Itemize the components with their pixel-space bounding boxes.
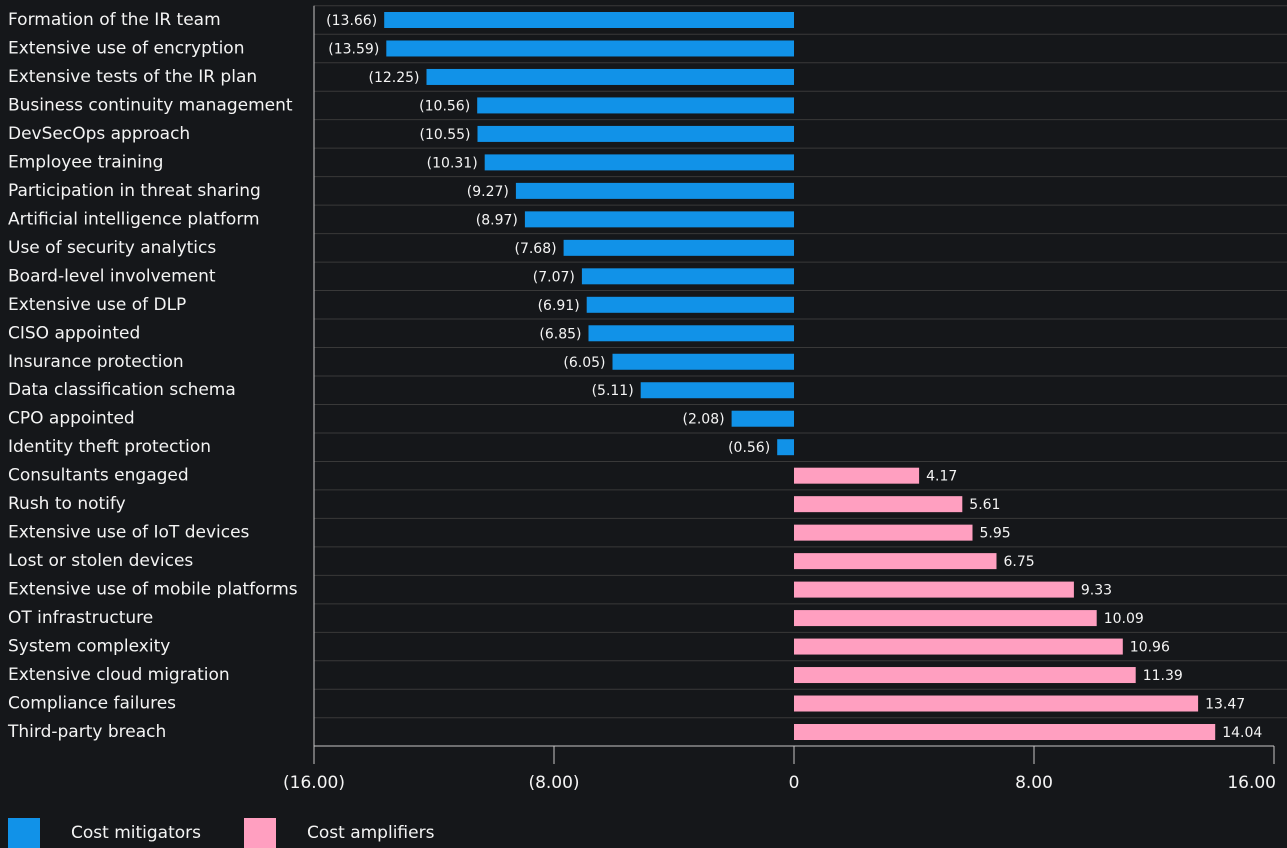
value-label: 10.96	[1130, 640, 1170, 656]
bar	[581, 268, 794, 285]
value-label: (10.55)	[419, 127, 470, 143]
value-label: (13.59)	[328, 41, 379, 57]
category-label: Insurance protection	[8, 352, 184, 372]
bar	[640, 382, 794, 399]
category-label: Extensive use of DLP	[8, 295, 186, 315]
bar	[426, 68, 794, 85]
bar	[524, 211, 794, 228]
bar	[386, 40, 794, 57]
value-label: 5.95	[980, 526, 1011, 542]
value-label: (7.68)	[514, 241, 556, 257]
bar	[586, 296, 794, 313]
category-label: Lost or stolen devices	[8, 551, 193, 571]
x-tick-label: 0	[789, 773, 800, 793]
bar	[515, 182, 794, 199]
bar	[563, 239, 794, 256]
value-label: 13.47	[1205, 697, 1245, 713]
legend-label: Cost mitigators	[71, 823, 201, 843]
x-tick-label: 16.00	[1227, 773, 1276, 793]
value-label: (6.91)	[538, 298, 580, 314]
bar	[794, 610, 1097, 627]
value-label: 14.04	[1222, 725, 1262, 741]
category-label: Board-level involvement	[8, 266, 216, 286]
value-label: 11.39	[1143, 668, 1183, 684]
legend-label: Cost amplifiers	[307, 823, 435, 843]
bar	[477, 97, 794, 114]
category-label: CPO appointed	[8, 409, 135, 429]
category-label: Extensive use of IoT devices	[8, 523, 250, 543]
bar	[777, 439, 794, 456]
x-tick-label: 8.00	[1015, 773, 1053, 793]
value-label: 6.75	[1004, 554, 1035, 570]
bar	[794, 724, 1216, 740]
category-label: Artificial intelligence platform	[8, 209, 260, 229]
value-label: (9.27)	[467, 184, 509, 200]
value-label: 9.33	[1081, 583, 1112, 599]
value-label: (7.07)	[533, 269, 575, 285]
value-label: 4.17	[926, 469, 957, 485]
category-label: Business continuity management	[8, 95, 293, 115]
category-label: Third-party breach	[7, 722, 166, 742]
category-label: Formation of the IR team	[8, 10, 221, 30]
bar	[794, 638, 1123, 655]
category-label: Identity theft protection	[8, 437, 211, 457]
bar	[794, 553, 997, 570]
value-label: (10.31)	[427, 155, 478, 171]
legend-swatch	[8, 818, 40, 848]
bar	[794, 581, 1074, 598]
bar	[794, 524, 973, 541]
category-label: System complexity	[8, 637, 170, 657]
x-tick-label: (8.00)	[528, 773, 579, 793]
x-tick-label: (16.00)	[283, 773, 345, 793]
value-label: (0.56)	[728, 440, 770, 456]
category-label: CISO appointed	[8, 323, 140, 343]
bar	[484, 154, 794, 171]
value-label: (13.66)	[326, 13, 377, 29]
category-label: Compliance failures	[8, 694, 176, 714]
value-label: (2.08)	[682, 412, 724, 428]
bar	[731, 410, 794, 427]
category-label: Use of security analytics	[8, 238, 216, 258]
value-label: (12.25)	[368, 70, 419, 86]
value-label: (5.11)	[592, 383, 634, 399]
bar	[477, 125, 794, 142]
category-label: OT infrastructure	[8, 608, 153, 628]
value-label: (6.05)	[563, 355, 605, 371]
bar	[794, 467, 920, 484]
bar	[612, 353, 794, 370]
category-label: Extensive use of mobile platforms	[8, 580, 298, 600]
bar	[794, 667, 1136, 684]
bar	[794, 695, 1199, 712]
value-label: (10.56)	[419, 98, 470, 114]
bar	[588, 325, 794, 342]
category-label: DevSecOps approach	[8, 124, 190, 144]
value-label: 10.09	[1104, 611, 1144, 627]
category-label: Consultants engaged	[8, 466, 189, 486]
category-label: Data classification schema	[8, 380, 236, 400]
category-label: Employee training	[8, 152, 163, 172]
category-label: Extensive use of encryption	[8, 38, 244, 58]
category-label: Rush to notify	[8, 494, 126, 514]
value-label: (8.97)	[476, 212, 518, 228]
category-label: Extensive tests of the IR plan	[8, 67, 257, 87]
bar	[794, 496, 963, 513]
category-label: Extensive cloud migration	[8, 665, 230, 685]
legend-swatch	[244, 818, 276, 848]
category-label: Participation in threat sharing	[8, 181, 261, 201]
bar	[384, 12, 794, 28]
value-label: 5.61	[969, 497, 1000, 513]
value-label: (6.85)	[539, 326, 581, 342]
